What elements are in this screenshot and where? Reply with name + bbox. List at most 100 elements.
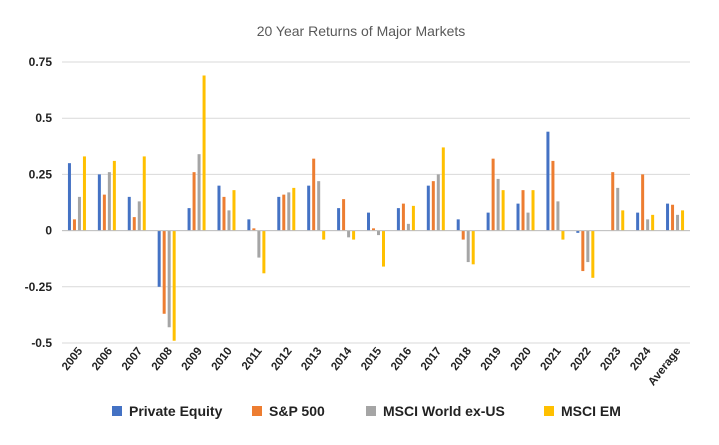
bar-private-equity-2006 xyxy=(97,174,101,231)
bar-msci-em-2010 xyxy=(232,190,236,231)
bar-msci-world-ex-us-2008 xyxy=(167,230,171,328)
y-tick-label: 0 xyxy=(45,224,52,238)
bar-msci-world-ex-us-2019 xyxy=(496,178,500,231)
bar-s-p-500-2008 xyxy=(162,230,166,314)
bar-msci-world-ex-us-2023 xyxy=(616,187,620,231)
x-tick-label: 2011 xyxy=(240,345,265,373)
x-tick-label: 2015 xyxy=(359,345,385,373)
bar-msci-world-ex-us-2021 xyxy=(556,201,560,231)
bar-s-p-500-2011 xyxy=(252,228,256,231)
x-tick-label: 2005 xyxy=(60,345,86,373)
bar-msci-world-ex-us-2006 xyxy=(107,172,111,231)
bar-private-equity-2019 xyxy=(486,212,490,231)
bar-msci-em-2012 xyxy=(292,187,296,231)
bar-private-equity-2021 xyxy=(546,131,550,231)
bar-msci-em-2017 xyxy=(441,147,445,231)
bar-private-equity-2015 xyxy=(367,212,370,231)
y-tick-label: 0.75 xyxy=(29,55,53,69)
bar-msci-world-ex-us-average xyxy=(676,214,680,231)
y-tick-label: 0.25 xyxy=(29,167,53,181)
bar-private-equity-2010 xyxy=(217,185,221,231)
x-tick-label: 2008 xyxy=(150,345,176,373)
x-tick-label: 2021 xyxy=(539,345,565,373)
bar-msci-world-ex-us-2005 xyxy=(77,196,81,231)
y-tick-label: -0.25 xyxy=(25,280,53,294)
y-tick-label: -0.5 xyxy=(31,336,52,350)
bar-s-p-500-2006 xyxy=(102,194,106,231)
x-tick-label: 2009 xyxy=(180,345,205,373)
bar-private-equity-2014 xyxy=(337,208,341,231)
bar-s-p-500-2016 xyxy=(401,203,405,231)
legend-label: S&P 500 xyxy=(269,403,325,419)
bar-msci-world-ex-us-2018 xyxy=(466,230,470,263)
bar-msci-world-ex-us-2016 xyxy=(406,223,410,231)
bar-msci-em-2011 xyxy=(262,230,266,274)
bar-private-equity-2013 xyxy=(307,185,311,231)
bar-msci-world-ex-us-2017 xyxy=(436,174,440,231)
x-tick-label: 2017 xyxy=(419,345,444,373)
bar-private-equity-2022 xyxy=(576,230,580,233)
bar-s-p-500-2017 xyxy=(431,181,435,231)
x-tick-label: 2016 xyxy=(389,345,414,373)
legend: Private Equity S&P 500 MSCI World ex-US MSC… xyxy=(112,403,621,419)
bar-private-equity-2018 xyxy=(456,219,460,231)
bar-msci-em-2005 xyxy=(82,156,86,231)
bar-msci-world-ex-us-2022 xyxy=(586,230,590,263)
bar-msci-em-2008 xyxy=(172,230,176,341)
bar-msci-em-2018 xyxy=(471,230,475,265)
bar-s-p-500-2009 xyxy=(192,172,196,231)
bar-s-p-500-2021 xyxy=(551,160,555,231)
bar-s-p-500-2013 xyxy=(312,158,316,231)
bar-msci-world-ex-us-2009 xyxy=(197,154,201,231)
bar-msci-em-2022 xyxy=(591,230,595,278)
bar-msci-em-2019 xyxy=(501,190,505,231)
x-tick-label: 2022 xyxy=(568,345,593,373)
legend-swatch xyxy=(544,406,554,416)
bar-msci-world-ex-us-2011 xyxy=(257,230,261,258)
x-axis-ticks: 2005 2006 2007 2008 2009 2010 2011 2012 2013 2014… xyxy=(60,345,683,388)
bar-s-p-500-2007 xyxy=(132,217,136,231)
bar-msci-em-2021 xyxy=(561,230,565,240)
x-tick-label: 2007 xyxy=(120,345,145,373)
bar-private-equity-2011 xyxy=(247,219,251,231)
bar-s-p-500-2020 xyxy=(521,190,525,231)
bar-s-p-500-2018 xyxy=(461,230,465,240)
bar-msci-em-2020 xyxy=(531,190,535,231)
bar-s-p-500-average xyxy=(671,204,675,231)
bar-msci-em-2015 xyxy=(382,230,385,267)
bar-s-p-500-2019 xyxy=(491,158,495,231)
grid xyxy=(62,61,690,344)
bar-msci-world-ex-us-2007 xyxy=(137,201,141,231)
bar-msci-world-ex-us-2024 xyxy=(646,219,650,231)
bar-msci-em-2006 xyxy=(112,160,116,231)
bar-msci-world-ex-us-2020 xyxy=(526,212,530,231)
legend-label: MSCI World ex-US xyxy=(383,403,505,419)
bar-private-equity-2009 xyxy=(187,208,191,231)
bar-s-p-500-2010 xyxy=(222,196,226,231)
bar-s-p-500-2024 xyxy=(641,174,645,231)
bar-msci-em-2023 xyxy=(621,210,625,231)
chart-title: 20 Year Returns of Major Markets xyxy=(257,23,466,39)
y-axis-ticks: 0.75 0.5 0.25 0 -0.25 -0.5 xyxy=(25,55,53,350)
bar-private-equity-average xyxy=(666,203,670,231)
legend-swatch xyxy=(252,406,262,416)
bar-msci-world-ex-us-2010 xyxy=(227,210,231,231)
bar-private-equity-2017 xyxy=(426,185,430,231)
x-tick-label: 2024 xyxy=(628,345,654,373)
bar-private-equity-2012 xyxy=(277,196,281,231)
bar-msci-em-2016 xyxy=(411,205,415,231)
bar-private-equity-2007 xyxy=(127,196,131,231)
x-tick-label: 2018 xyxy=(449,345,475,373)
x-tick-label: 2006 xyxy=(90,345,115,373)
bar-private-equity-2020 xyxy=(516,203,520,231)
bars xyxy=(67,75,685,341)
bar-msci-world-ex-us-2015 xyxy=(377,230,380,236)
bar-s-p-500-2012 xyxy=(282,194,286,231)
bar-s-p-500-2014 xyxy=(342,199,346,231)
bar-s-p-500-2022 xyxy=(581,230,585,272)
x-tick-label: 2012 xyxy=(269,345,294,373)
bar-msci-world-ex-us-2013 xyxy=(317,181,321,231)
legend-swatch xyxy=(112,406,122,416)
x-tick-label: 2010 xyxy=(210,345,235,373)
